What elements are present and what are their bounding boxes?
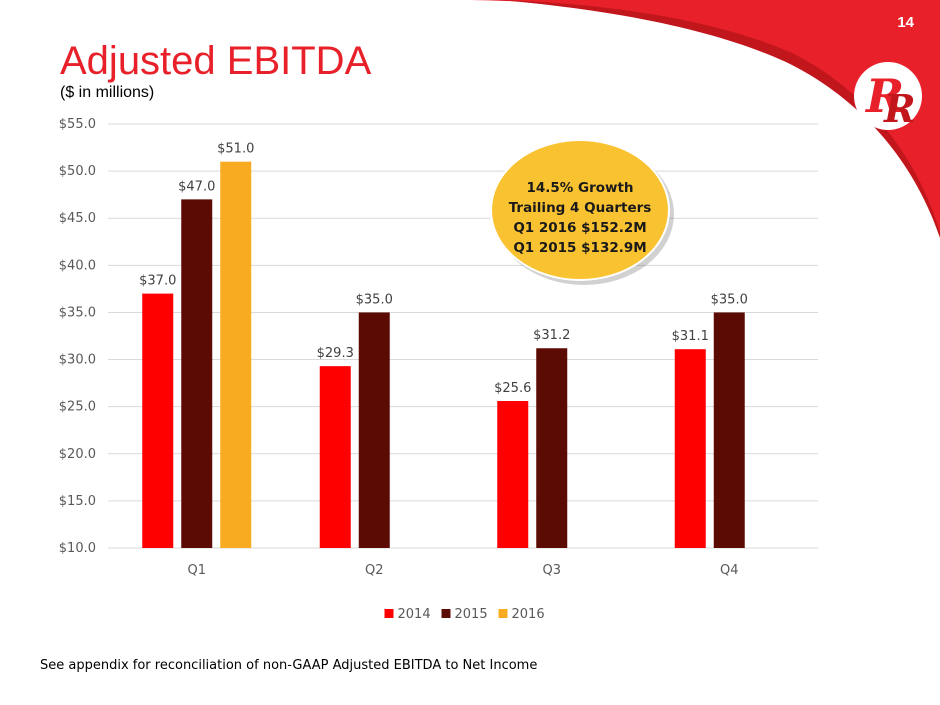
x-tick-label: Q2 [365, 563, 384, 578]
bar-2014-Q2 [319, 366, 351, 548]
bar-2016-Q1 [220, 161, 252, 548]
svg-text:R: R [883, 86, 916, 131]
y-tick-label: $45.0 [59, 211, 96, 226]
brand-logo-icon: R R [854, 62, 922, 131]
y-tick-label: $15.0 [59, 494, 96, 509]
data-label: $25.6 [494, 381, 531, 396]
y-tick-label: $50.0 [59, 164, 96, 179]
y-tick-label: $55.0 [59, 117, 96, 132]
bar-2015-Q4 [713, 312, 745, 548]
callout-line: Q1 2015 $132.9M [513, 240, 646, 256]
page-subtitle: ($ in millions) [60, 84, 155, 101]
chart-bars [142, 161, 745, 548]
y-tick-label: $20.0 [59, 447, 96, 462]
bar-data-labels: $37.0 $47.0 $51.0 $29.3 $35.0 $25.6 $31.2 $31.1… [139, 142, 748, 396]
data-label: $47.0 [178, 179, 215, 194]
y-tick-label: $10.0 [59, 541, 96, 556]
legend-label: 2016 [512, 607, 545, 622]
x-tick-label: Q1 [187, 563, 206, 578]
bar-2015-Q3 [536, 348, 568, 548]
bar-2014-Q1 [142, 293, 174, 548]
y-tick-label: $40.0 [59, 258, 96, 273]
x-axis: Q1 Q2 Q3 Q4 [187, 563, 738, 578]
legend-swatch [384, 609, 394, 618]
bar-2015-Q2 [358, 312, 390, 548]
chart-legend: 2014 2015 2016 [384, 607, 545, 622]
y-tick-label: $35.0 [59, 305, 96, 320]
data-label: $35.0 [711, 292, 748, 307]
growth-callout: 14.5% Growth Trailing 4 Quarters Q1 2016 $… [490, 139, 674, 285]
legend-label: 2015 [455, 607, 488, 622]
y-tick-label: $25.0 [59, 400, 96, 415]
footnote: See appendix for reconciliation of non-G… [40, 658, 538, 673]
page-number: 14 [897, 14, 914, 31]
y-tick-label: $30.0 [59, 353, 96, 368]
x-tick-label: Q3 [542, 563, 561, 578]
data-label: $31.1 [672, 329, 709, 344]
legend-swatch [498, 609, 508, 618]
data-label: $31.2 [533, 328, 570, 343]
legend-label: 2014 [398, 607, 431, 622]
bar-2014-Q4 [674, 349, 706, 548]
x-tick-label: Q4 [720, 563, 739, 578]
callout-line: Trailing 4 Quarters [509, 200, 652, 216]
page-title: Adjusted EBITDA [60, 39, 372, 83]
bar-2015-Q1 [181, 199, 213, 548]
svg-text:R: R [864, 69, 904, 123]
callout-line: Q1 2016 $152.2M [513, 220, 646, 236]
data-label: $51.0 [217, 142, 254, 157]
data-label: $29.3 [317, 346, 354, 361]
bar-2014-Q3 [497, 401, 529, 548]
y-axis: $10.0 $15.0 $20.0 $25.0 $30.0 $35.0 $40.0 $45.0… [59, 117, 96, 556]
data-label: $35.0 [356, 292, 393, 307]
data-label: $37.0 [139, 274, 176, 289]
callout-bubble [490, 139, 670, 281]
callout-line: 14.5% Growth [526, 180, 633, 196]
legend-swatch [441, 609, 451, 618]
